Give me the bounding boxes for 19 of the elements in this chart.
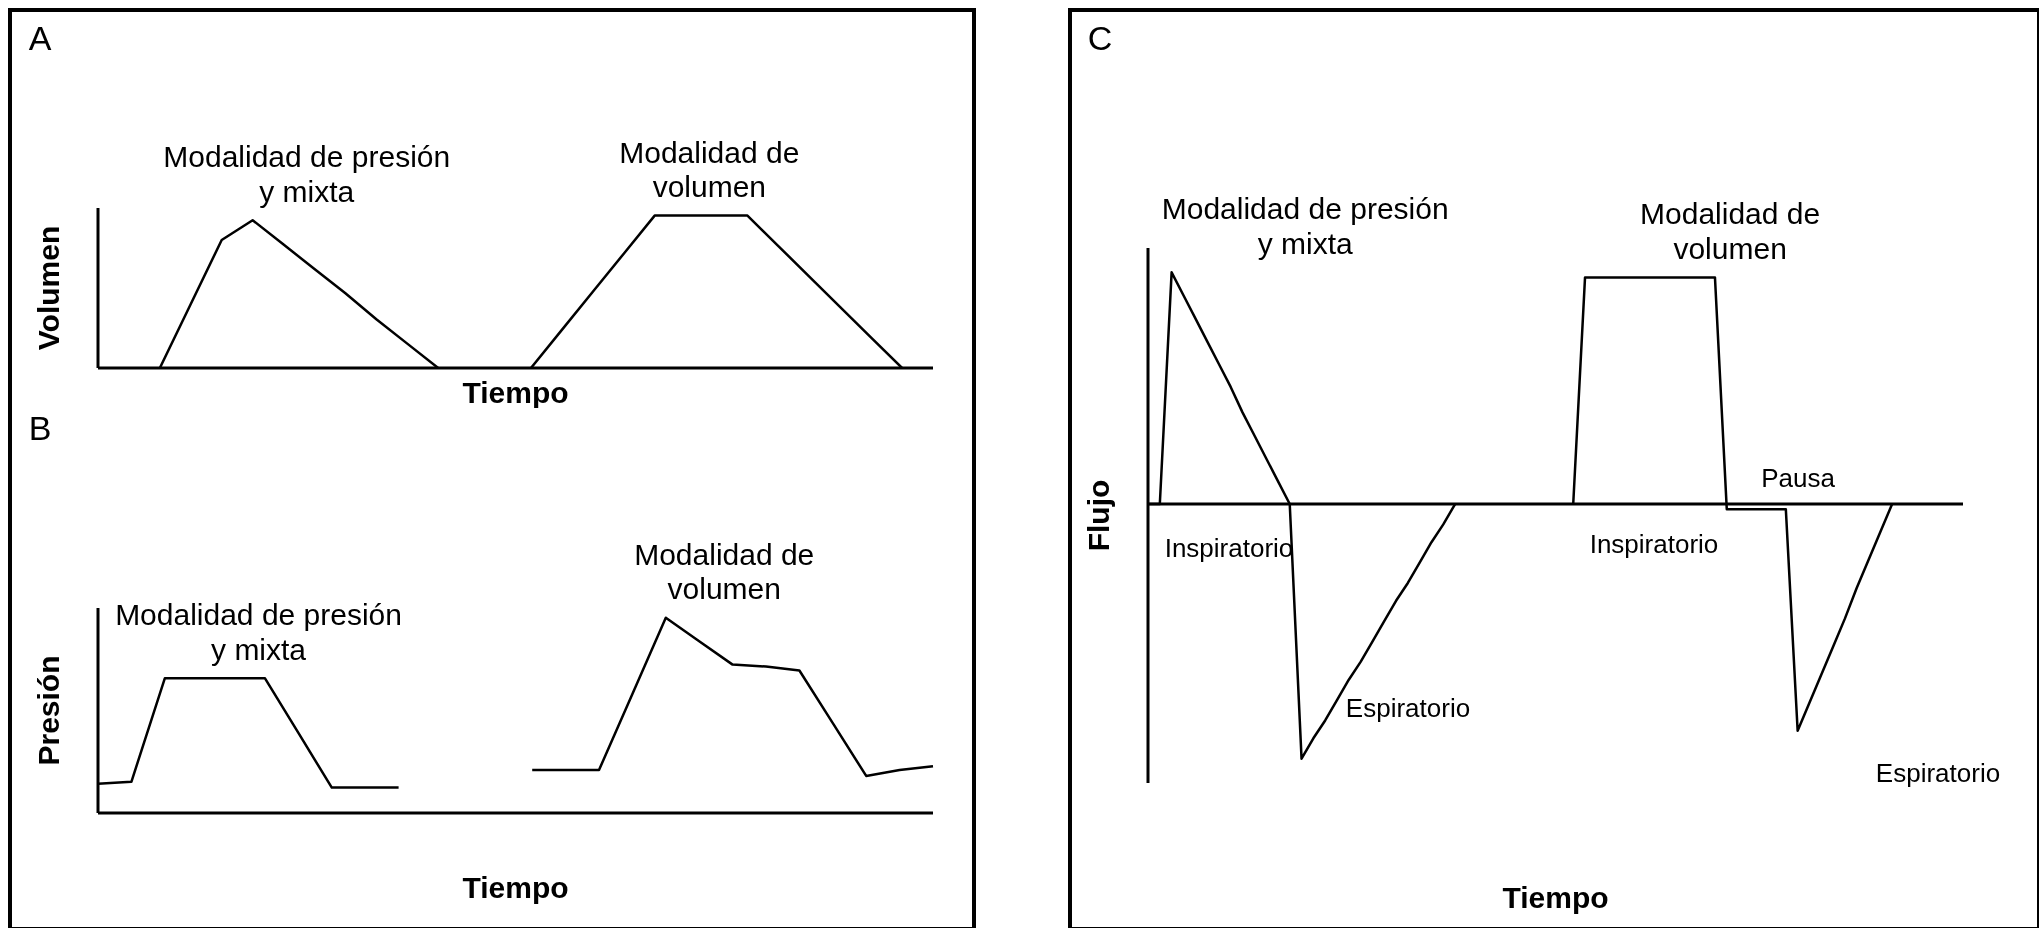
y-axis-title: Volumen [31,225,65,351]
annotation: Inspiratorio [1164,532,1294,564]
series-label: Modalidad de volumen [1639,197,1822,267]
text: Modalidad de presión y mixta [162,140,452,210]
annotation: Inspiratorio [1589,528,1719,560]
x-axis-title: Tiempo [462,871,569,904]
series-label: Modalidad de volumen [618,135,801,205]
y-axis-title: Presión [31,655,65,766]
y-axis-title: Flujo [1081,479,1115,552]
series-label: Modalidad de volumen [633,537,816,607]
series-label: Modalidad de presión y mixta [1160,192,1450,262]
annotation: Espiratorio [1345,692,1471,724]
text: A [28,18,52,58]
text: C [1087,18,1113,58]
annotation: Pausa [1761,462,1835,494]
series-label: Modalidad de presión y mixta [114,598,403,668]
annotation: Espiratorio [1875,757,2001,789]
text: B [28,408,52,448]
x-axis-title: Tiempo [1502,881,1609,914]
